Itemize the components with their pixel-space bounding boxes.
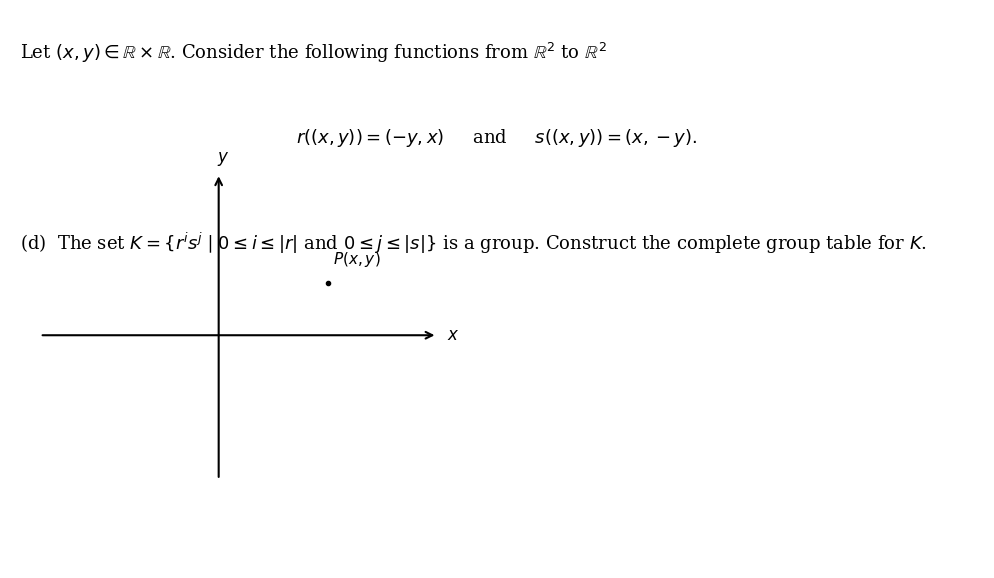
Text: $r((x, y)) = (-y, x)$     and     $s((x, y)) = (x, -y).$: $r((x, y)) = (-y, x)$ and $s((x, y)) = (… (296, 127, 698, 149)
Text: (d)  The set $K = \{r^is^j \mid 0 \leq i \leq |r|$ and $0 \leq j \leq |s|\}$ is : (d) The set $K = \{r^is^j \mid 0 \leq i … (20, 231, 927, 257)
Text: $P(x, y)$: $P(x, y)$ (333, 250, 381, 269)
Text: Let $(x, y) \in \mathbb{R} \times \mathbb{R}$. Consider the following functions : Let $(x, y) \in \mathbb{R} \times \mathb… (20, 40, 606, 65)
Text: $x$: $x$ (447, 327, 459, 344)
Text: $y$: $y$ (218, 150, 230, 168)
